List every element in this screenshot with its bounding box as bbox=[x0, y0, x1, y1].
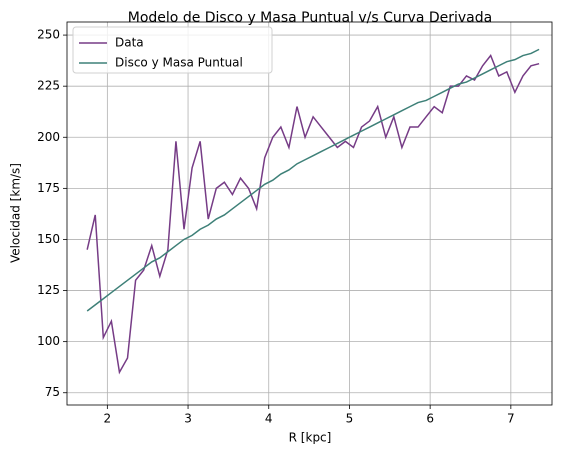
x-tick-label: 4 bbox=[265, 412, 273, 426]
x-tick-label: 5 bbox=[346, 412, 354, 426]
y-tick-label: 200 bbox=[37, 130, 60, 144]
x-tick-label: 3 bbox=[184, 412, 192, 426]
y-tick-label: 125 bbox=[37, 283, 60, 297]
y-tick-label: 225 bbox=[37, 79, 60, 93]
y-tick-label: 250 bbox=[37, 28, 60, 42]
x-tick-label: 7 bbox=[507, 412, 515, 426]
y-tick-label: 100 bbox=[37, 334, 60, 348]
x-tick-label: 6 bbox=[426, 412, 434, 426]
y-axis-label: Velocidad [km/s] bbox=[9, 163, 23, 263]
data-line bbox=[86, 54, 540, 375]
plot-frame bbox=[66, 21, 553, 406]
legend-label: Disco y Masa Puntual bbox=[115, 56, 243, 70]
data-line bbox=[86, 48, 540, 312]
legend-box bbox=[72, 26, 273, 74]
y-tick-label: 75 bbox=[45, 385, 60, 399]
chart-title: Modelo de Disco y Masa Puntual v/s Curva… bbox=[128, 10, 492, 26]
x-tick-label: 2 bbox=[104, 412, 112, 426]
x-axis-label: R [kpc] bbox=[289, 431, 332, 445]
y-tick-label: 175 bbox=[37, 181, 60, 195]
y-tick-label: 150 bbox=[37, 232, 60, 246]
legend-label: Data bbox=[115, 36, 144, 50]
